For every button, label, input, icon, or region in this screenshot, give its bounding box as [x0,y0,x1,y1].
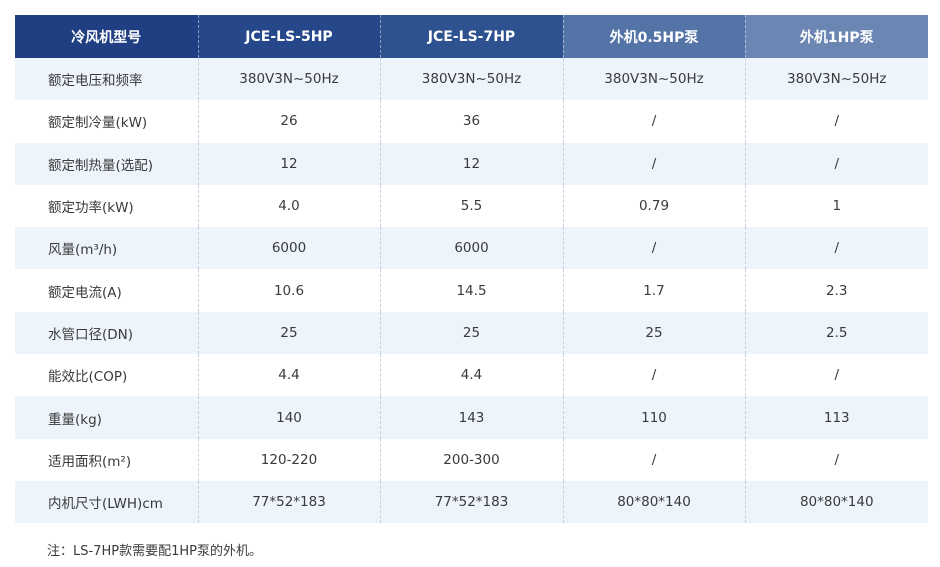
row-label: 额定制冷量(kW) [15,100,199,143]
row-label: 额定制热量(选配) [15,142,199,185]
table-row: 内机尺寸(LWH)cm 77*52*183 77*52*183 80*80*14… [15,480,928,524]
row-label: 额定电压和频率 [15,58,199,101]
table-cell: / [745,227,928,270]
table-cell: 113 [745,396,928,439]
table-cell: 380V3N~50Hz [745,58,928,101]
table-row: 重量(kg) 140 143 110 113 [15,396,928,439]
row-label: 重量(kg) [15,396,199,439]
table-cell: 10.6 [198,269,381,312]
table-cell: 2.3 [745,269,928,312]
row-label: 额定功率(kW) [15,184,199,228]
row-label: 内机尺寸(LWH)cm [15,480,199,524]
table-row: 额定制热量(选配) 12 12 / / [15,142,928,185]
table-cell: 80*80*140 [563,480,746,524]
table-cell: / [563,100,746,143]
table-row: 额定功率(kW) 4.0 5.5 0.79 1 [15,184,928,228]
table-row: 额定制冷量(kW) 26 36 / / [15,100,928,143]
spec-table: 冷风机型号 JCE-LS-5HP JCE-LS-7HP 外机0.5HP泵 外机1… [15,15,928,524]
footnote: 注：LS-7HP款需要配1HP泵的外机。 [47,544,262,559]
row-label: 适用面积(m²) [15,438,199,481]
table-cell: 380V3N~50Hz [380,58,564,101]
row-label: 风量(m³/h) [15,227,199,270]
table-cell: 380V3N~50Hz [563,58,746,101]
spec-table-container: 冷风机型号 JCE-LS-5HP JCE-LS-7HP 外机0.5HP泵 外机1… [15,15,928,524]
table-cell: 143 [380,396,564,439]
table-cell: 4.4 [380,354,564,397]
table-cell: 12 [198,142,381,185]
table-cell: 0.79 [563,184,746,228]
table-cell: 1 [745,184,928,228]
table-cell: 380V3N~50Hz [198,58,381,101]
table-cell: 77*52*183 [198,480,381,524]
table-cell: 25 [198,311,381,355]
table-cell: / [745,438,928,481]
header-model-label: 冷风机型号 [15,15,199,58]
table-cell: / [745,354,928,397]
header-outdoor-0-5hp-pump: 外机0.5HP泵 [563,15,746,58]
table-cell: 4.0 [198,184,381,228]
header-outdoor-1hp-pump: 外机1HP泵 [745,15,928,58]
table-header-row: 冷风机型号 JCE-LS-5HP JCE-LS-7HP 外机0.5HP泵 外机1… [15,15,928,58]
table-cell: / [745,100,928,143]
table-cell: / [563,354,746,397]
table-cell: 26 [198,100,381,143]
row-label: 额定电流(A) [15,269,199,312]
table-row: 水管口径(DN) 25 25 25 2.5 [15,311,928,355]
table-cell: 140 [198,396,381,439]
table-cell: 120-220 [198,438,381,481]
table-cell: 6000 [380,227,564,270]
table-cell: 6000 [198,227,381,270]
table-cell: 200-300 [380,438,564,481]
table-cell: 25 [380,311,564,355]
table-cell: / [745,142,928,185]
table-row: 风量(m³/h) 6000 6000 / / [15,227,928,270]
table-cell: / [563,142,746,185]
table-cell: 14.5 [380,269,564,312]
table-cell: 4.4 [198,354,381,397]
table-cell: 77*52*183 [380,480,564,524]
table-row: 适用面积(m²) 120-220 200-300 / / [15,438,928,481]
table-cell: 5.5 [380,184,564,228]
table-cell: 36 [380,100,564,143]
table-cell: 25 [563,311,746,355]
table-cell: 12 [380,142,564,185]
table-cell: / [563,227,746,270]
table-row: 额定电压和频率 380V3N~50Hz 380V3N~50Hz 380V3N~5… [15,58,928,101]
table-cell: 2.5 [745,311,928,355]
table-cell: 110 [563,396,746,439]
table-row: 能效比(COP) 4.4 4.4 / / [15,354,928,397]
table-row: 额定电流(A) 10.6 14.5 1.7 2.3 [15,269,928,312]
row-label: 水管口径(DN) [15,311,199,355]
header-jce-ls-7hp: JCE-LS-7HP [380,15,564,58]
table-cell: / [563,438,746,481]
row-label: 能效比(COP) [15,354,199,397]
table-cell: 1.7 [563,269,746,312]
header-jce-ls-5hp: JCE-LS-5HP [198,15,381,58]
table-cell: 80*80*140 [745,480,928,524]
